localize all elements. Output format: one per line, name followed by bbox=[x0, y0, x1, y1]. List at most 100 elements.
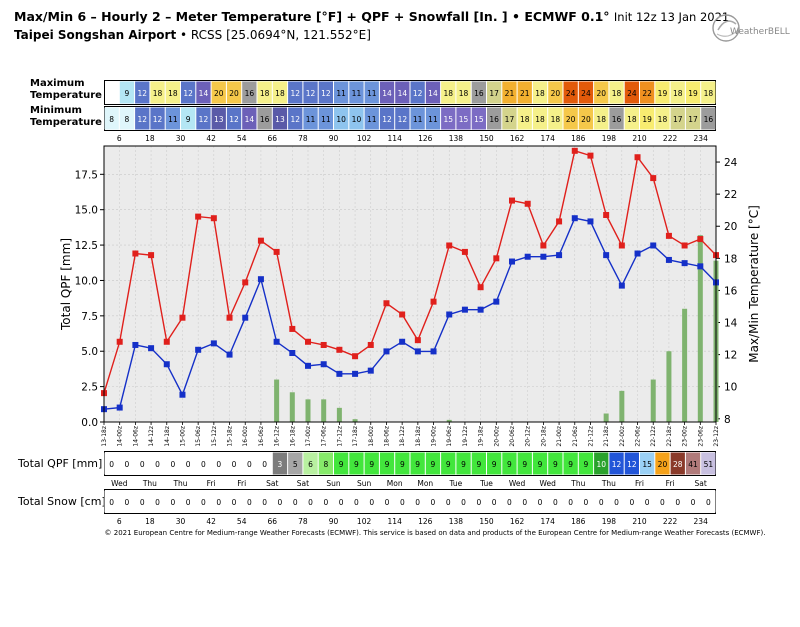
max-temp-point bbox=[179, 314, 186, 321]
snow-value: 0 bbox=[645, 498, 650, 507]
qpf-cell bbox=[456, 452, 471, 475]
min-temp-value: 8 bbox=[109, 115, 114, 124]
max-temp-cell bbox=[318, 81, 333, 104]
x-tick-label: 21-18z bbox=[603, 426, 610, 447]
max-temp-point bbox=[257, 237, 264, 244]
x-tick-label: 13-18z bbox=[101, 426, 108, 447]
hour-tick-label: 18 bbox=[145, 517, 155, 526]
max-temp-value: 20 bbox=[551, 89, 561, 98]
min-temp-value: 8 bbox=[125, 115, 130, 124]
max-temp-cell bbox=[487, 81, 502, 104]
min-temp-cell bbox=[517, 107, 532, 130]
max-temp-cell bbox=[441, 81, 456, 104]
snow-cell bbox=[288, 490, 303, 513]
qpf-bar bbox=[352, 419, 358, 422]
hour-tick-label: 6 bbox=[117, 517, 122, 526]
max-temp-value: 20 bbox=[229, 89, 239, 98]
snow-cell bbox=[104, 490, 119, 513]
snow-cell bbox=[517, 490, 532, 513]
min-temp-value: 18 bbox=[596, 115, 606, 124]
max-temp-cell bbox=[226, 81, 242, 104]
x-tick-label: 17-18z bbox=[352, 426, 359, 447]
min-temp-value: 15 bbox=[474, 115, 484, 124]
min-temp-cell bbox=[624, 107, 639, 130]
min-temp-value: 17 bbox=[688, 115, 698, 124]
qpf-bar bbox=[336, 407, 342, 422]
max-temp-point bbox=[634, 154, 641, 161]
max-temp-point bbox=[367, 341, 374, 348]
qpf-cell bbox=[303, 452, 318, 475]
min-temp-value: 12 bbox=[153, 115, 163, 124]
day-label: Tue bbox=[448, 479, 462, 488]
qpf-value: 20 bbox=[658, 460, 668, 469]
hour-tick-label: 90 bbox=[329, 134, 339, 143]
min-temp-cell bbox=[640, 107, 655, 130]
day-label: Fri bbox=[237, 479, 246, 488]
hour-tick-label: 90 bbox=[329, 517, 339, 526]
snow-value: 0 bbox=[385, 498, 390, 507]
day-labels: Wed Thu Thu Fri Fri Sat Sat Sun Sun Mon Mon Tue Tue W… bbox=[111, 479, 707, 488]
y-left-tick-label: 0.0 bbox=[81, 417, 98, 429]
min-temp-value: 11 bbox=[413, 115, 423, 124]
snow-value: 0 bbox=[629, 498, 634, 507]
qpf-value: 9 bbox=[553, 460, 558, 469]
x-tick-label: 17-12z bbox=[336, 426, 343, 447]
y-left-tick-label: 5.0 bbox=[81, 346, 98, 358]
max-temp-cell bbox=[379, 81, 395, 104]
max-temp-value: 18 bbox=[153, 89, 163, 98]
hour-tick-label: 162 bbox=[510, 517, 525, 526]
min-temp-cell bbox=[272, 107, 288, 130]
min-temp-cell bbox=[318, 107, 333, 130]
max-temp-value: 11 bbox=[352, 89, 362, 98]
min-temp-value: 12 bbox=[290, 115, 300, 124]
snow-cell bbox=[349, 490, 364, 513]
min-temp-value: 13 bbox=[275, 115, 285, 124]
min-temp-point bbox=[273, 338, 280, 345]
min-temp-value: 12 bbox=[229, 115, 239, 124]
min-temp-point bbox=[524, 253, 531, 260]
plot-area bbox=[104, 146, 716, 422]
snow-cell bbox=[640, 490, 655, 513]
min-temp-value: 18 bbox=[520, 115, 530, 124]
qpf-bar bbox=[697, 235, 703, 422]
hour-tick-label: 66 bbox=[268, 517, 278, 526]
day-label: Sun bbox=[357, 479, 372, 488]
qpf-cell bbox=[410, 452, 425, 475]
max-temp-point bbox=[697, 236, 704, 243]
day-label: Sat bbox=[695, 479, 707, 488]
max-temp-point bbox=[163, 338, 170, 345]
qpf-value: 9 bbox=[400, 460, 405, 469]
min-temp-cell bbox=[104, 107, 119, 130]
min-temp-value: 9 bbox=[186, 115, 191, 124]
qpf-cell bbox=[517, 452, 532, 475]
snow-cell bbox=[257, 490, 272, 513]
hour-tick-label: 114 bbox=[388, 517, 403, 526]
location-name: Taipei Songshan Airport bbox=[14, 28, 177, 42]
max-temp-point bbox=[681, 242, 688, 249]
x-tick-label: 16-06z bbox=[258, 426, 265, 447]
x-tick-label: 16-12z bbox=[274, 426, 281, 447]
min-temp-cell bbox=[655, 107, 670, 130]
max-temp-cell bbox=[303, 81, 318, 104]
snow-cell bbox=[150, 490, 165, 513]
min-temp-value: 18 bbox=[551, 115, 561, 124]
snow-value: 0 bbox=[155, 498, 160, 507]
max-temp-cell bbox=[165, 81, 180, 104]
min-temp-cell bbox=[425, 107, 441, 130]
max-temp-value: 22 bbox=[642, 89, 652, 98]
day-label: Fri bbox=[666, 479, 675, 488]
hour-tick-label: 186 bbox=[571, 517, 586, 526]
min-temp-point bbox=[305, 362, 311, 369]
min-temp-point bbox=[571, 215, 578, 222]
max-temp-value: 20 bbox=[596, 89, 606, 98]
qpf-cell bbox=[670, 452, 685, 475]
max-temp-cell bbox=[532, 81, 548, 104]
max-temp-value: 18 bbox=[275, 89, 285, 98]
max-temp-cell bbox=[563, 81, 578, 104]
max-temp-cell bbox=[548, 81, 563, 104]
hour-tick-label: 126 bbox=[418, 517, 433, 526]
snow-value: 0 bbox=[507, 498, 512, 507]
day-label: Thu bbox=[601, 479, 616, 488]
snow-cell bbox=[685, 490, 701, 513]
min-temp-value: 10 bbox=[352, 115, 362, 124]
